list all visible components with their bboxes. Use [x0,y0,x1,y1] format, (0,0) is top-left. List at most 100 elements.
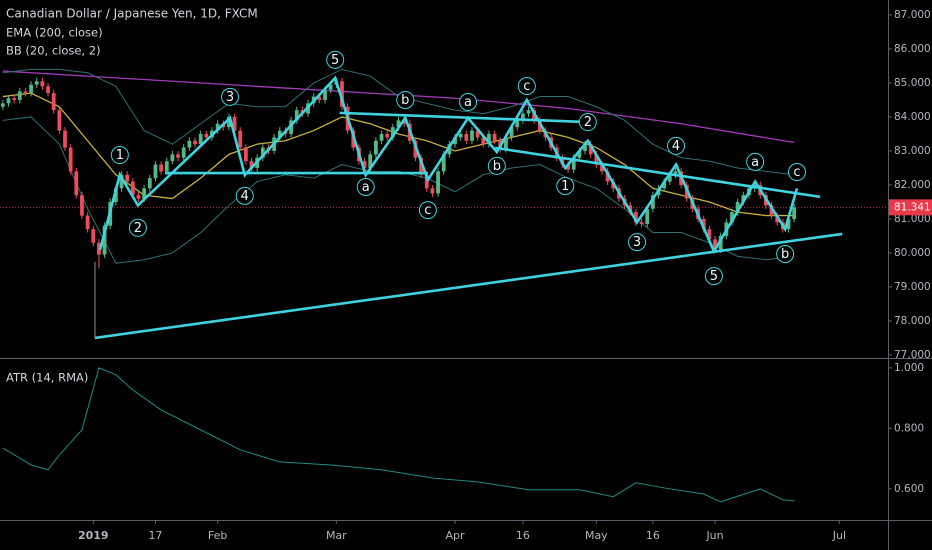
candle-body [142,188,147,199]
candle-body [97,242,101,255]
wave-label-circle [787,163,806,182]
candle-body [243,147,248,162]
wave-label: 2 [584,115,592,130]
candle-body [164,161,169,172]
indicator-title: ATR (14, RMA) [6,371,88,385]
candle-body [424,174,429,189]
candle-body [509,127,514,138]
y-tick-label: 1.000 [894,362,924,374]
candle-body [249,161,254,168]
y-tick-label: 77.000 [894,349,931,361]
candle-body [23,91,28,94]
candle-body [34,81,39,85]
candle-body [323,89,327,100]
candle-body [475,130,480,138]
wave-label: 5 [331,53,339,68]
y-tick-label: 82.000 [894,179,931,191]
candle-body [792,207,797,219]
x-tick-label: 17 [148,529,162,542]
x-tick-label: 16 [646,529,660,542]
wave-label: c [523,79,530,94]
candle-body [362,161,367,168]
axis-layer: 87.000 86.000 85.000 84.000 83.000 82.000 81.0… [78,9,932,542]
wave-label: c [793,165,800,180]
candle-body [340,81,344,107]
candle-body [650,195,655,209]
drawn-line [98,75,799,255]
candle-body [68,147,73,172]
y-tick-label: 81.000 [894,213,931,225]
candle-body [29,84,33,94]
candle-body [470,130,474,141]
wave-label: 3 [226,90,234,105]
candle-body [419,157,424,175]
notes-layer: 1 2 3 4 5 a b c a b c 1 2 3 4 5 a b c [110,50,806,286]
candle-body [730,212,734,223]
candle-body [605,171,610,182]
y-tick-label: 87.000 [894,9,931,21]
x-tick-label: 16 [516,529,530,542]
candle-body [713,239,717,250]
y-tick-label: 86.000 [894,43,931,55]
candle-body [707,229,712,240]
candle-body [102,225,107,255]
candle-body [46,86,50,94]
candle-body [74,171,79,196]
candle-body [786,218,791,230]
wave-label: b [781,247,789,262]
wave-label: 4 [672,139,680,154]
shapes-layer [94,75,843,340]
candle-body [260,147,265,158]
candle-body [515,120,520,128]
candle-body [588,144,593,155]
candle-body [634,212,638,223]
candle-body [718,235,723,250]
wave-label-circle [704,267,723,286]
wave-label-circle [578,113,597,132]
candle-body [125,174,130,182]
x-tick-label: 2019 [78,529,109,542]
candle-body [639,222,644,225]
wave-label-circle [418,201,437,220]
drawn-line [94,232,843,340]
y-tick-label: 79.000 [894,281,931,293]
candle-body [594,154,599,165]
y-tick-label: 84.000 [894,111,931,123]
last-price-box [889,199,932,216]
candle-body [0,103,5,107]
candle-body [6,98,11,104]
y-tick-label: 78.000 [894,315,931,327]
candle-body [159,164,163,172]
candle-body [453,137,457,145]
bb-lower [2,116,795,264]
candle-body [238,130,243,148]
candle-body [379,133,384,141]
candle-body [63,130,67,148]
candle-body [368,154,373,168]
y-tick-label: 85.000 [894,77,931,89]
wave-label-circle [110,146,129,165]
drawn-line [339,111,588,124]
candle-body [373,140,378,155]
wave-label-circle [517,77,536,96]
wave-label: 3 [633,235,641,250]
candle-body [741,195,746,202]
wave-label: 5 [710,269,718,284]
candle-body [317,96,322,100]
wave-label: 4 [241,189,249,204]
candle-body [193,140,197,145]
wave-label-circle [459,93,478,111]
wave-label-circle [356,178,375,196]
candle-body [600,164,604,172]
candle-body [385,133,390,138]
x-tick-label: Apr [446,529,466,542]
legend-entry: BB (20, close, 2) [6,44,101,58]
candle-body [583,144,587,151]
wave-label-circle [396,90,415,109]
drawn-line [494,146,821,199]
candle-body [147,178,152,189]
candle-body [520,113,525,121]
candle-body [176,154,180,158]
